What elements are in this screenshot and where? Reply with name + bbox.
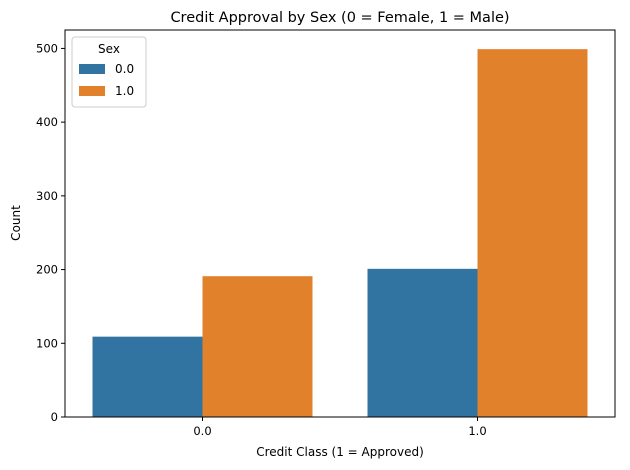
y-tick-label: 400 (36, 115, 58, 129)
x-axis-label: Credit Class (1 = Approved) (256, 445, 424, 459)
bar-0.0-sex-1.0 (202, 276, 313, 417)
x-axis-ticks: 0.0 1.0 (193, 417, 487, 438)
legend: Sex 0.0 1.0 (71, 36, 147, 108)
bar-1.0-sex-1.0 (477, 49, 588, 418)
y-tick-label: 500 (36, 41, 58, 55)
legend-label-0: 0.0 (115, 62, 134, 76)
chart-title: Credit Approval by Sex (0 = Female, 1 = … (170, 10, 509, 26)
legend-label-1: 1.0 (115, 84, 134, 98)
legend-swatch-0 (79, 64, 105, 74)
y-tick-label: 100 (36, 336, 58, 350)
y-axis-ticks: 0 100 200 300 400 500 (36, 41, 65, 424)
y-tick-label: 200 (36, 263, 58, 277)
x-tick-label: 1.0 (468, 424, 486, 438)
bar-1.0-sex-0.0 (367, 268, 478, 417)
y-axis-label: Count (9, 205, 23, 241)
plot-frame (64, 29, 616, 418)
y-tick-label: 300 (36, 189, 58, 203)
legend-swatch-1 (79, 86, 105, 96)
x-tick-label: 0.0 (193, 424, 211, 438)
y-tick-label: 0 (51, 410, 58, 424)
legend-title: Sex (98, 42, 120, 56)
bars-group (92, 49, 588, 418)
bar-0.0-sex-0.0 (92, 336, 203, 417)
